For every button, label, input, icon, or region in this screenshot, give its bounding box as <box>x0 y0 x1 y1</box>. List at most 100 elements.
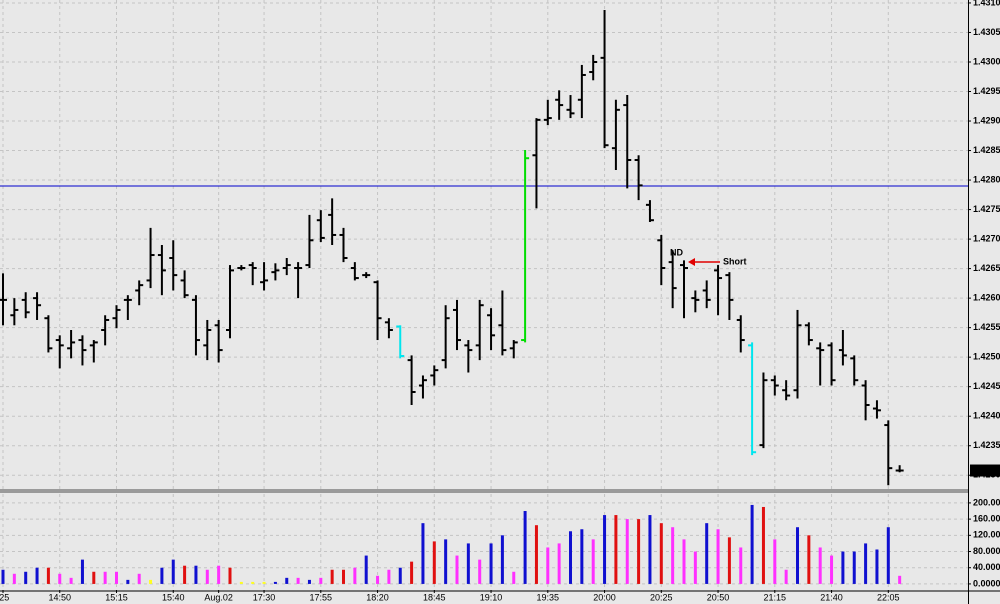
y-tick-label: 1.42850 <box>973 145 1000 155</box>
volume-bar <box>92 571 96 584</box>
panel-separator <box>0 489 968 493</box>
volume-bar <box>705 523 709 584</box>
volume-bar <box>115 571 118 584</box>
x-tick-label: :25 <box>0 592 9 602</box>
volume-bar <box>307 579 311 584</box>
volume-bar <box>886 527 890 584</box>
volume-bar <box>444 539 448 584</box>
annotation-arrowhead <box>688 258 695 266</box>
volume-bar <box>251 581 255 584</box>
volume-bar <box>773 539 777 584</box>
volume-bar <box>716 529 720 584</box>
x-tick-label: 19:35 <box>537 592 560 602</box>
x-tick-label: 22:05 <box>877 592 900 602</box>
volume-bar <box>296 577 300 584</box>
volume-bar <box>410 561 414 584</box>
volume-bar <box>80 559 84 584</box>
y-tick-label: 200.000 <box>973 497 1000 507</box>
volume-bar <box>841 551 845 584</box>
volume-bar <box>784 569 788 584</box>
y-tick-label: 1.43100 <box>973 0 1000 7</box>
volume-bar <box>523 511 527 584</box>
volume-bar <box>69 577 73 584</box>
volume-bar <box>46 567 50 584</box>
volume-bar <box>671 527 675 584</box>
volume-bar <box>432 541 436 584</box>
volume-bar <box>796 527 799 584</box>
x-tick-label: 14:50 <box>48 592 71 602</box>
x-tick-label: 18:20 <box>366 592 389 602</box>
volume-bar <box>739 547 743 584</box>
x-tick-label: 19:10 <box>480 592 503 602</box>
annotation-short: Short <box>723 256 747 266</box>
volume-bar <box>693 551 697 584</box>
volume-bar <box>319 577 323 584</box>
volume-bar <box>727 537 731 584</box>
volume-bar <box>330 569 334 584</box>
y-tick-label: 1.42650 <box>973 263 1000 273</box>
volume-bar <box>376 575 380 584</box>
volume-bar <box>637 519 641 584</box>
y-tick-label: 1.42400 <box>973 411 1000 421</box>
volume-bar <box>534 525 538 584</box>
volume-bar <box>24 571 28 584</box>
volume-bar <box>580 529 584 584</box>
volume-bar <box>591 539 595 584</box>
volume-bar <box>603 515 607 584</box>
volume-bar <box>364 555 368 584</box>
y-tick-label: 1.42550 <box>973 322 1000 332</box>
y-tick-label: 0.0000 <box>973 578 1000 588</box>
volume-bar <box>830 555 834 584</box>
volume-bar <box>342 569 345 584</box>
x-tick-label: 17:55 <box>310 592 333 602</box>
y-tick-label: 1.42350 <box>973 440 1000 450</box>
x-tick-label: 21:15 <box>764 592 787 602</box>
x-tick-label: Aug.02 <box>204 592 233 602</box>
y-tick-label: 1.42500 <box>973 352 1000 362</box>
y-tick-label: 160.000 <box>973 513 1000 523</box>
y-tick-label: 40.0000 <box>973 562 1000 572</box>
y-tick-label: 1.42700 <box>973 233 1000 243</box>
volume-bar <box>137 573 141 584</box>
y-tick-label: 1.42800 <box>973 174 1000 184</box>
x-tick-label: 18:45 <box>423 592 446 602</box>
x-tick-label: 21:40 <box>820 592 843 602</box>
x-tick-label: 15:40 <box>162 592 185 602</box>
volume-bar <box>12 573 16 584</box>
volume-bar <box>852 551 856 584</box>
y-tick-label: 1.43000 <box>973 56 1000 66</box>
y-tick-label: 1.42950 <box>973 86 1000 96</box>
x-tick-label: 20:25 <box>650 592 673 602</box>
volume-bar <box>761 506 765 584</box>
x-tick-label: 15:15 <box>105 592 128 602</box>
volume-bar <box>466 543 470 584</box>
volume-bar <box>500 535 504 584</box>
volume-bar <box>818 547 822 584</box>
volume-bar <box>273 581 277 584</box>
volume-bar <box>614 515 618 584</box>
volume-bar <box>160 567 164 584</box>
volume-bar <box>194 565 198 584</box>
y-tick-label: 80.0000 <box>973 546 1000 556</box>
volume-bar <box>1 569 5 584</box>
volume-bar <box>126 579 130 584</box>
volume-bar <box>455 555 459 584</box>
volume-bar <box>807 535 811 584</box>
volume-bar <box>228 567 232 584</box>
volume-bar <box>205 569 209 584</box>
y-tick-label: 1.42900 <box>973 115 1000 125</box>
volume-bar <box>398 567 402 584</box>
volume-bar <box>864 543 868 584</box>
y-tick-label: 1.42600 <box>973 293 1000 303</box>
y-tick-label: 1.42750 <box>973 204 1000 214</box>
volume-bar <box>625 519 629 584</box>
volume-bar <box>569 531 572 584</box>
volume-bar <box>285 577 289 584</box>
x-tick-label: 20:50 <box>707 592 730 602</box>
volume-bar <box>875 549 879 584</box>
volume-bar <box>898 575 902 584</box>
volume-bar <box>217 565 221 584</box>
volume-bar <box>546 547 550 584</box>
volume-bar <box>489 543 493 584</box>
volume-bar <box>557 543 561 584</box>
